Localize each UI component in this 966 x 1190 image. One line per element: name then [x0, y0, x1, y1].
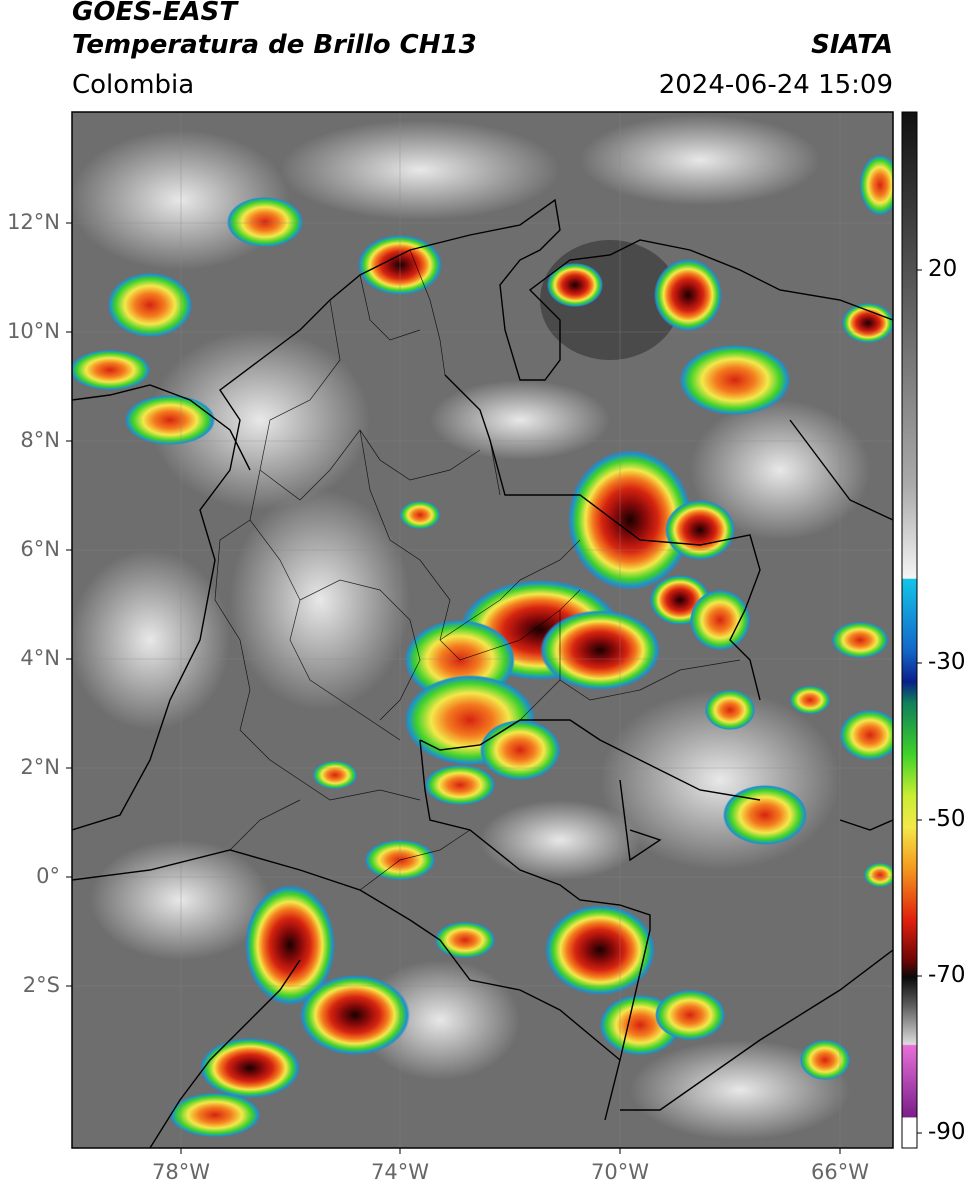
imagery-layer — [72, 112, 893, 1148]
lat-label-0: 0° — [36, 864, 60, 888]
product-title: Temperatura de Brillo CH13 — [72, 30, 477, 60]
colorbar-label-neg50: -50 — [928, 806, 966, 832]
timestamp-label: 2024-06-24 15:09 — [658, 70, 893, 100]
lat-label-4n: 4°N — [20, 646, 60, 670]
lon-label-70w: 70°W — [591, 1160, 649, 1184]
lon-label-66w: 66°W — [811, 1160, 869, 1184]
brand-label: SIATA — [811, 30, 893, 60]
colorbar-label-neg90: -90 — [928, 1119, 966, 1145]
lat-label-8n: 8°N — [20, 428, 60, 452]
lat-label-6n: 6°N — [20, 537, 60, 561]
lat-label-2n: 2°N — [20, 755, 60, 779]
region-label: Colombia — [72, 70, 195, 100]
colorbar-label-neg70: -70 — [928, 962, 966, 988]
lon-label-78w: 78°W — [152, 1160, 210, 1184]
satellite-title: GOES-EAST — [72, 0, 238, 27]
lat-label-12n: 12°N — [7, 210, 60, 234]
lat-label-2s: 2°S — [22, 973, 60, 997]
lon-label-74w: 74°W — [371, 1160, 429, 1184]
lat-label-10n: 10°N — [7, 319, 60, 343]
colorbar — [901, 111, 918, 1149]
map-frame — [71, 111, 894, 1149]
colorbar-label-20: 20 — [928, 256, 958, 282]
colorbar-label-neg30: -30 — [928, 649, 966, 675]
